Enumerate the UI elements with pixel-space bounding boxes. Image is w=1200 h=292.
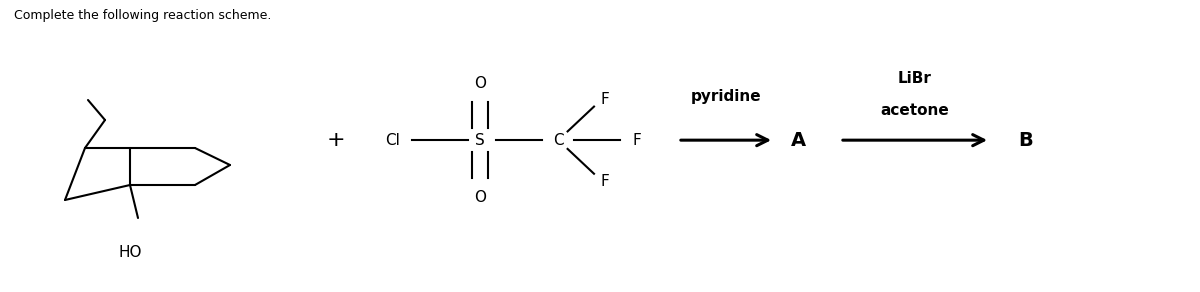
Text: A: A xyxy=(791,131,805,150)
Text: F: F xyxy=(632,133,641,148)
Text: C: C xyxy=(553,133,563,148)
Text: Cl: Cl xyxy=(385,133,400,148)
Text: HO: HO xyxy=(119,245,142,260)
Text: Complete the following reaction scheme.: Complete the following reaction scheme. xyxy=(14,9,271,22)
Text: O: O xyxy=(474,76,486,91)
Text: +: + xyxy=(326,130,346,150)
Text: pyridine: pyridine xyxy=(691,89,761,104)
Text: F: F xyxy=(600,173,608,189)
Text: B: B xyxy=(1019,131,1033,150)
Text: S: S xyxy=(475,133,485,148)
Text: acetone: acetone xyxy=(880,103,949,119)
Text: O: O xyxy=(474,190,486,205)
Text: LiBr: LiBr xyxy=(898,71,931,86)
Text: F: F xyxy=(600,92,608,107)
